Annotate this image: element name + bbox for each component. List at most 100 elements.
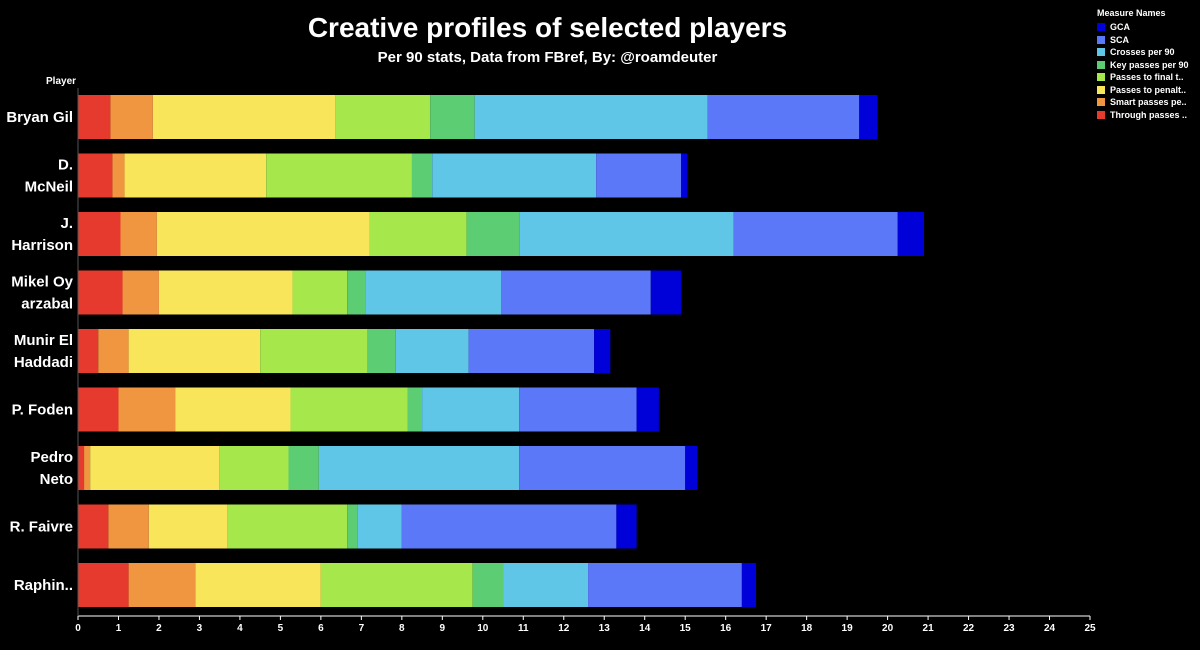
- player-label: Pedro Neto: [30, 449, 73, 488]
- player-label: Raphin..: [14, 577, 73, 594]
- legend-swatch: [1097, 85, 1105, 94]
- x-tick-label: 3: [197, 623, 203, 634]
- x-tick-label: 4: [237, 623, 243, 634]
- bar-segment: [320, 563, 473, 607]
- x-tick-label: 18: [801, 623, 813, 634]
- bar-segment: [501, 270, 651, 315]
- bar-segment: [411, 153, 433, 198]
- legend-item: Passes to penalt..: [1097, 84, 1197, 97]
- bar-segment: [128, 329, 261, 373]
- x-tick-label: 16: [720, 623, 732, 634]
- bar-segment: [395, 329, 469, 373]
- player-label-line: Harrison: [11, 237, 73, 254]
- bar-segment: [519, 212, 734, 256]
- player-label: Mikel Oy arzabal: [11, 274, 73, 313]
- bar-segment: [347, 504, 358, 549]
- bar-segment: [78, 387, 119, 432]
- player-label: D. McNeil: [25, 157, 73, 196]
- bar-segment: [472, 563, 504, 607]
- player-label-line: Pedro: [30, 449, 73, 466]
- chart-subtitle: Per 90 stats, Data from FBref, By: @roam…: [377, 49, 718, 66]
- x-tick-label: 2: [156, 623, 162, 634]
- legend-swatch: [1097, 35, 1105, 44]
- x-tick-label: 17: [761, 623, 773, 634]
- bar-segment: [84, 446, 91, 490]
- bar-segment: [733, 212, 898, 256]
- x-tick-label: 24: [1044, 623, 1056, 634]
- bar-segment: [78, 504, 109, 549]
- bar-segment: [367, 329, 396, 373]
- x-tick-label: 20: [882, 623, 894, 634]
- legend-swatch: [1097, 48, 1105, 57]
- x-tick-label: 13: [599, 623, 611, 634]
- player-label-line: Haddadi: [14, 354, 73, 371]
- bar-segment: [430, 95, 475, 139]
- player-label: Munir El Haddadi: [14, 332, 73, 371]
- bar-segment: [519, 446, 686, 490]
- x-tick-label: 6: [318, 623, 324, 634]
- y-axis-label: Player: [46, 76, 76, 87]
- legend-items: GCA SCA Crosses per 90 Key passes per 90 Pas…: [1097, 21, 1197, 121]
- x-tick-label: 15: [680, 623, 692, 634]
- bar-segment: [519, 387, 637, 432]
- bar-segment: [741, 563, 757, 607]
- bar-segment: [594, 329, 611, 373]
- legend-title: Measure Names: [1097, 8, 1166, 18]
- bar-segment: [616, 504, 637, 549]
- bar-segment: [158, 270, 293, 315]
- player-label-line: R. Faivre: [10, 519, 73, 536]
- player-label-line: Munir El: [14, 332, 73, 349]
- legend-item: Through passes ..: [1097, 109, 1197, 122]
- player-label-line: arzabal: [21, 296, 73, 313]
- x-tick-label: 22: [963, 623, 975, 634]
- x-tick-label: 1: [116, 623, 122, 634]
- bar-segment: [78, 446, 85, 490]
- x-tick-label: 21: [923, 623, 935, 634]
- legend-item: Passes to final t..: [1097, 71, 1197, 84]
- bar-segment: [227, 504, 348, 549]
- bar-segment: [98, 329, 129, 373]
- player-label: J. Harrison: [11, 215, 73, 254]
- bar-segment: [78, 153, 113, 198]
- player-label-line: Raphin..: [14, 577, 73, 594]
- player-label-line: McNeil: [25, 179, 73, 196]
- bar-segment: [650, 270, 682, 315]
- bar-segment: [78, 329, 99, 373]
- bar-segment: [78, 212, 121, 256]
- legend-item: Crosses per 90: [1097, 46, 1197, 59]
- bar-segment: [859, 95, 878, 139]
- bar-segment: [112, 153, 125, 198]
- legend-item: SCA: [1097, 34, 1197, 47]
- bar-segment: [636, 387, 659, 432]
- player-label-line: Mikel Oy: [11, 274, 73, 291]
- bar-segment: [90, 446, 220, 490]
- bar-segment: [466, 212, 520, 256]
- bar-segment: [335, 95, 431, 139]
- legend-item: Smart passes pe..: [1097, 96, 1197, 109]
- bar-segment: [156, 212, 370, 256]
- bar-segment: [78, 563, 129, 607]
- bar-segment: [110, 95, 153, 139]
- player-label: Bryan Gil: [6, 109, 73, 126]
- bar-segment: [474, 95, 708, 139]
- bar-segment: [422, 387, 520, 432]
- bar-segment: [260, 329, 368, 373]
- legend-swatch: [1097, 73, 1105, 82]
- x-tick-label: 7: [359, 623, 365, 634]
- bar-segment: [195, 563, 321, 607]
- x-tick-label: 25: [1084, 623, 1096, 634]
- bar-segment: [369, 212, 467, 256]
- bar-segment: [124, 153, 267, 198]
- player-label-line: Bryan Gil: [6, 109, 73, 126]
- bar-segment: [401, 504, 617, 549]
- bar-segment: [219, 446, 289, 490]
- x-tick-label: 11: [518, 623, 529, 634]
- bar-segment: [175, 387, 291, 432]
- player-label-line: J.: [60, 215, 73, 232]
- legend-swatch: [1097, 98, 1105, 107]
- player-label-line: P. Foden: [12, 402, 73, 419]
- legend-item: Key passes per 90: [1097, 59, 1197, 72]
- x-tick-label: 0: [75, 623, 81, 634]
- bar-segment: [407, 387, 423, 432]
- x-tick-label: 5: [278, 623, 284, 634]
